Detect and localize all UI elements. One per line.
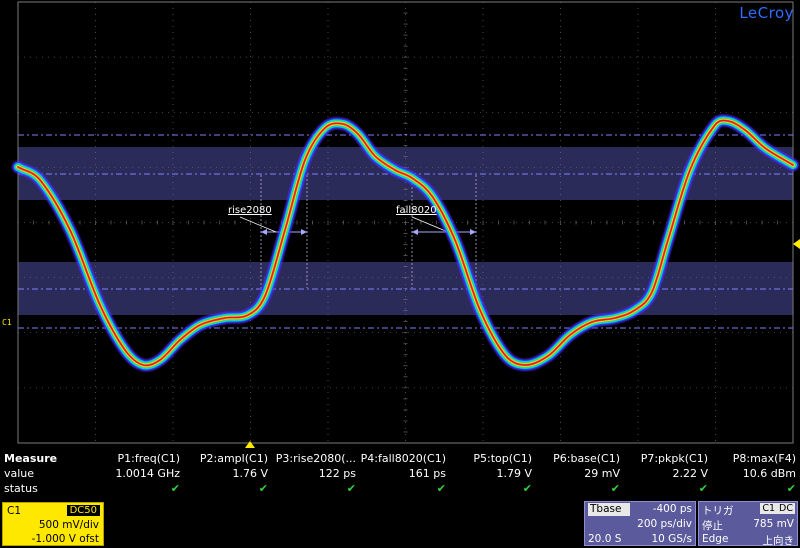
channel-vdiv: 500 mV/div — [38, 519, 99, 531]
param-value: 1.79 V — [496, 467, 532, 480]
lecroy-logo: LeCroy — [739, 4, 794, 22]
c1-trace — [11, 113, 800, 372]
status-check-icon: ✔ — [610, 482, 620, 495]
status-check-icon: ✔ — [436, 482, 446, 495]
trigger-state: 停止 — [702, 520, 723, 532]
fall-leader-line — [411, 216, 449, 233]
trigger-coupling: DC — [777, 503, 795, 514]
param-value: 1.0014 GHz — [115, 467, 180, 480]
param-value: 10.6 dBm — [742, 467, 796, 480]
fall-annotation-label: fall8020 — [396, 205, 437, 216]
status-check-icon: ✔ — [698, 482, 708, 495]
measure-table: Measure P1:freq(C1) P2:ampl(C1) P3:rise2… — [0, 450, 800, 498]
timebase-descriptor[interactable]: Tbase -400 ps 200 ps/div 20.0 S 10 GS/s — [584, 501, 696, 546]
rise-annotation-label: rise2080 — [228, 205, 272, 216]
param-header[interactable]: P7:pkpk(C1) — [640, 452, 708, 465]
rise-leader-line — [239, 216, 277, 233]
timebase-delay: -400 ps — [652, 503, 692, 515]
channel-ground-marker[interactable]: C1 — [2, 318, 12, 327]
param-header[interactable]: P3:rise2080(... — [275, 452, 356, 465]
trigger-slope: 上向き — [762, 535, 795, 547]
trace-layer — [17, 119, 794, 366]
status-row-label: status — [4, 482, 38, 495]
param-value: 2.22 V — [672, 467, 708, 480]
param-header[interactable]: P5:top(C1) — [473, 452, 532, 465]
cursor-annotations: rise2080 fall8020 — [228, 205, 437, 216]
status-check-icon: ✔ — [346, 482, 356, 495]
trigger-descriptor[interactable]: トリガ C1 DC 停止 785 mV Edge 上向き — [698, 501, 798, 547]
param-header[interactable]: P4:fall8020(C1) — [360, 452, 446, 465]
trigger-source: C1 — [760, 503, 777, 514]
param-header[interactable]: P1:freq(C1) — [117, 452, 180, 465]
param-value: 122 ps — [318, 467, 356, 480]
timebase-rate: 10 GS/s — [651, 533, 692, 545]
timebase-tdiv: 200 ps/div — [637, 518, 692, 530]
timebase-label: Tbase — [588, 503, 630, 516]
param-value: 161 ps — [408, 467, 446, 480]
value-row-label: value — [4, 467, 35, 480]
param-header[interactable]: P6:base(C1) — [553, 452, 620, 465]
status-check-icon: ✔ — [786, 482, 796, 495]
param-header[interactable]: P2:ampl(C1) — [199, 452, 268, 465]
channel-offset: -1.000 V ofst — [31, 533, 99, 545]
param-value: 1.76 V — [232, 467, 268, 480]
trigger-position-marker[interactable] — [245, 441, 255, 448]
channel-name: C1 — [7, 505, 22, 517]
param-header[interactable]: P8:max(F4) — [732, 452, 796, 465]
status-check-icon: ✔ — [522, 482, 532, 495]
status-check-icon: ✔ — [258, 482, 268, 495]
trigger-type: Edge — [702, 533, 729, 545]
measure-title[interactable]: Measure — [4, 452, 58, 465]
channel-coupling: DC50 — [66, 505, 100, 516]
param-value: 29 mV — [584, 467, 620, 480]
trigger-level-marker[interactable] — [793, 239, 800, 249]
trigger-label: トリガ — [702, 505, 734, 517]
channel-c1-descriptor[interactable]: C1 DC50 500 mV/div -1.000 V ofst — [2, 502, 104, 546]
trigger-level: 785 mV — [753, 518, 794, 530]
timebase-samples: 20.0 S — [588, 533, 622, 545]
status-check-icon: ✔ — [170, 482, 180, 495]
